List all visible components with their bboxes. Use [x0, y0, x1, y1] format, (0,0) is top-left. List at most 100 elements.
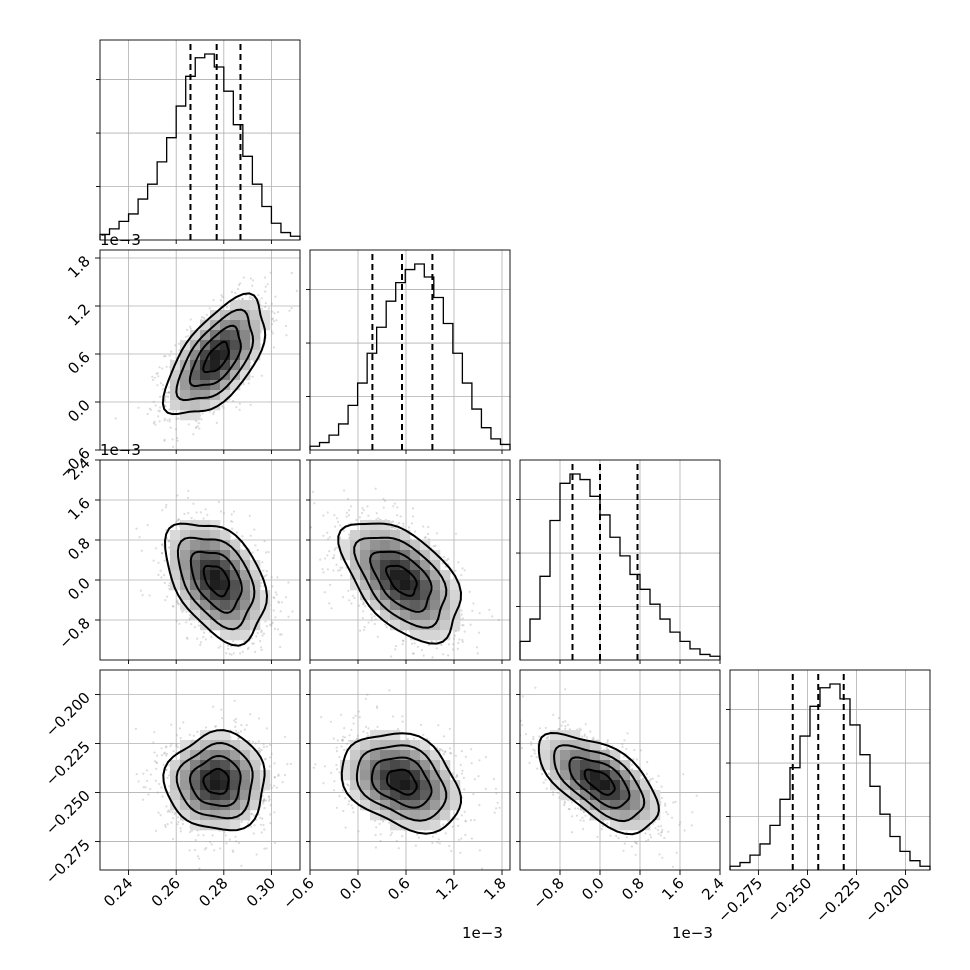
panel-frame: [99, 459, 301, 661]
contour-2: [340, 732, 463, 835]
xtick-label: 0.28: [195, 874, 231, 910]
contour-0.5: [202, 340, 230, 373]
density-cell: [350, 760, 361, 771]
density-cell: [620, 810, 631, 821]
density-cell: [210, 540, 221, 551]
density-cell: [440, 770, 451, 781]
density-cell: [550, 770, 561, 781]
density-cell: [430, 590, 441, 601]
xtick-label: −0.250: [763, 874, 815, 926]
density-cell: [190, 530, 201, 541]
density-cell: [410, 610, 421, 621]
density-cell: [580, 790, 591, 801]
density-cell: [360, 800, 371, 811]
density-cell: [210, 340, 221, 351]
density-cell: [410, 600, 421, 611]
ytick-label: 1.2: [64, 300, 94, 330]
row1-offset-label: 1e−3: [100, 231, 141, 249]
density-cell: [230, 540, 241, 551]
density-cell: [180, 530, 191, 541]
density-cell: [210, 620, 221, 631]
contour-1.5: [175, 741, 254, 820]
panel-frame: [519, 669, 721, 871]
density-cell: [190, 570, 201, 581]
density-cell: [420, 800, 431, 811]
density-cell: [170, 580, 181, 591]
density-cell: [440, 570, 451, 581]
density-cell: [240, 770, 251, 781]
density-cell: [180, 800, 191, 811]
density-cell: [210, 580, 221, 591]
density-cell: [220, 310, 231, 321]
xtick-label: 1.6: [658, 874, 688, 904]
contour-1: [369, 550, 433, 613]
density-cell: [230, 310, 241, 321]
density-cell: [170, 550, 181, 561]
density-cell: [230, 320, 241, 331]
density-cell: [210, 360, 221, 371]
density-cell: [370, 520, 381, 531]
density-cell: [170, 530, 181, 541]
density-cell: [240, 360, 251, 371]
density-cell: [390, 540, 401, 551]
density-cell: [380, 610, 391, 621]
density-cell: [570, 780, 581, 791]
hist-step-2: [519, 473, 721, 660]
density-cell: [370, 770, 381, 781]
density-cell: [580, 760, 591, 771]
density-cell: [620, 770, 631, 781]
density-cell: [570, 790, 581, 801]
density-cell: [190, 590, 201, 601]
ytick-label: 0.8: [64, 534, 94, 564]
hist-step-3: [729, 683, 931, 870]
panel-frame: [729, 669, 931, 871]
panel-frame: [99, 249, 301, 451]
density-cell: [200, 580, 211, 591]
density-cell: [590, 790, 601, 801]
density-cell: [380, 740, 391, 751]
density-cell: [410, 740, 421, 751]
density-cell: [240, 570, 251, 581]
density-cell: [440, 810, 451, 821]
contour-2: [161, 292, 267, 416]
density-cell: [180, 590, 191, 601]
density-cell: [190, 810, 201, 821]
xtick-label: 0.24: [100, 874, 136, 910]
density-cell: [360, 560, 371, 571]
density-cell: [590, 800, 601, 811]
density-cell: [170, 800, 181, 811]
density-cell: [210, 810, 221, 821]
density-cell: [350, 750, 361, 761]
density-cell: [180, 390, 191, 401]
density-cell: [250, 760, 261, 771]
density-cell: [190, 600, 201, 611]
density-cell: [440, 600, 451, 611]
density-cell: [420, 790, 431, 801]
panel-frame: [99, 669, 301, 871]
density-cell: [200, 760, 211, 771]
density-cell: [250, 330, 261, 341]
panel-frame: [309, 669, 511, 871]
density-cell: [240, 750, 251, 761]
density-cell: [650, 810, 661, 821]
density-cell: [400, 770, 411, 781]
xtick-label: −0.6: [279, 874, 317, 912]
hist-panel-0: [96, 39, 301, 241]
density-cell: [210, 590, 221, 601]
density-cell: [410, 590, 421, 601]
density-cell: [210, 400, 221, 411]
density-cell: [180, 740, 191, 751]
density-cell: [230, 580, 241, 591]
density-cell: [210, 820, 221, 831]
density-cell: [430, 550, 441, 561]
density-cell: [610, 790, 621, 801]
density-cell: [380, 590, 391, 601]
density-cell: [430, 800, 441, 811]
density-cell: [200, 540, 211, 551]
density-cell: [610, 800, 621, 811]
density-cell: [420, 610, 431, 621]
panel-frame: [309, 459, 511, 661]
density-cell: [220, 760, 231, 771]
density-cell: [630, 780, 641, 791]
